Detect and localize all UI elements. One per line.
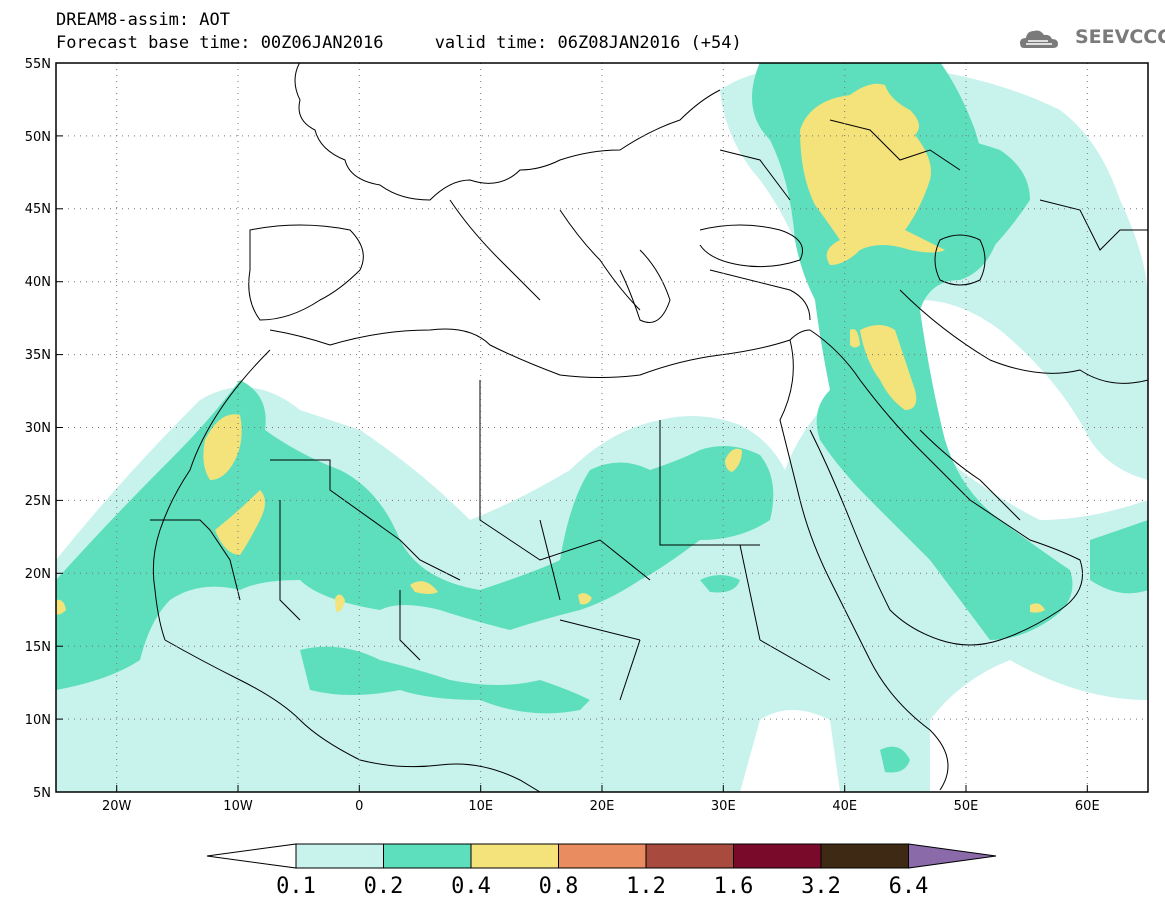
colorbar-segment: [295, 843, 384, 869]
colorbar-segment: [820, 843, 909, 869]
lon-labels: 20W 10W 0 10E 20E 30E 40E 50E 60E: [102, 799, 1100, 814]
lat-label: 40N: [25, 275, 51, 290]
chart-subtitle: Forecast base time: 00Z06JAN2016 valid t…: [56, 33, 742, 53]
lat-labels: 5N 10N 15N 20N 25N 30N 35N 40N 45N 50N 5…: [25, 57, 51, 801]
lon-label: 60E: [1075, 799, 1100, 814]
colorbar-label: 3.2: [801, 874, 841, 899]
tick-marks: [56, 62, 1088, 793]
colorbar-labels: 0.1 0.2 0.4 0.8 1.2 1.6 3.2 6.4: [276, 874, 928, 899]
lat-label: 20N: [25, 567, 51, 582]
lon-label: 20W: [102, 799, 132, 814]
colorbar-segment: [470, 843, 559, 869]
colorbar-segment: [733, 843, 822, 869]
cloud-icon: [1020, 30, 1058, 48]
chart-title: DREAM8-assim: AOT: [56, 10, 230, 30]
colorbar-label: 1.6: [714, 874, 754, 899]
lon-label: 10W: [223, 799, 253, 814]
colorbar-segment: [206, 843, 297, 869]
colorbar-label: 0.4: [451, 874, 491, 899]
lat-label: 5N: [33, 786, 51, 801]
lat-label: 30N: [25, 421, 51, 436]
colorbar-label: 1.2: [626, 874, 666, 899]
lon-label: 50E: [954, 799, 979, 814]
lat-label: 35N: [25, 348, 51, 363]
colorbar-label: 6.4: [889, 874, 929, 899]
lat-label: 10N: [25, 713, 51, 728]
colorbar-segment: [645, 843, 734, 869]
logo-text: SEEVCCC: [1075, 26, 1165, 48]
lon-label: 0: [355, 799, 363, 814]
aot-fields: [56, 63, 1148, 792]
lat-label: 55N: [25, 57, 51, 72]
colorbar: [206, 843, 997, 869]
lon-label: 30E: [711, 799, 736, 814]
colorbar-segment: [383, 843, 472, 869]
colorbar-label: 0.8: [539, 874, 579, 899]
lon-label: 10E: [468, 799, 493, 814]
lat-label: 45N: [25, 202, 51, 217]
lat-label: 15N: [25, 640, 51, 655]
coastlines: [150, 63, 1148, 792]
colorbar-segment: [908, 843, 997, 869]
lat-label: 50N: [25, 130, 51, 145]
colorbar-label: 0.1: [276, 874, 316, 899]
colorbar-label: 0.2: [364, 874, 404, 899]
lon-label: 40E: [832, 799, 857, 814]
colorbar-segment: [558, 843, 647, 869]
lon-label: 20E: [590, 799, 615, 814]
grid: [56, 63, 1148, 792]
lat-label: 25N: [25, 494, 51, 509]
